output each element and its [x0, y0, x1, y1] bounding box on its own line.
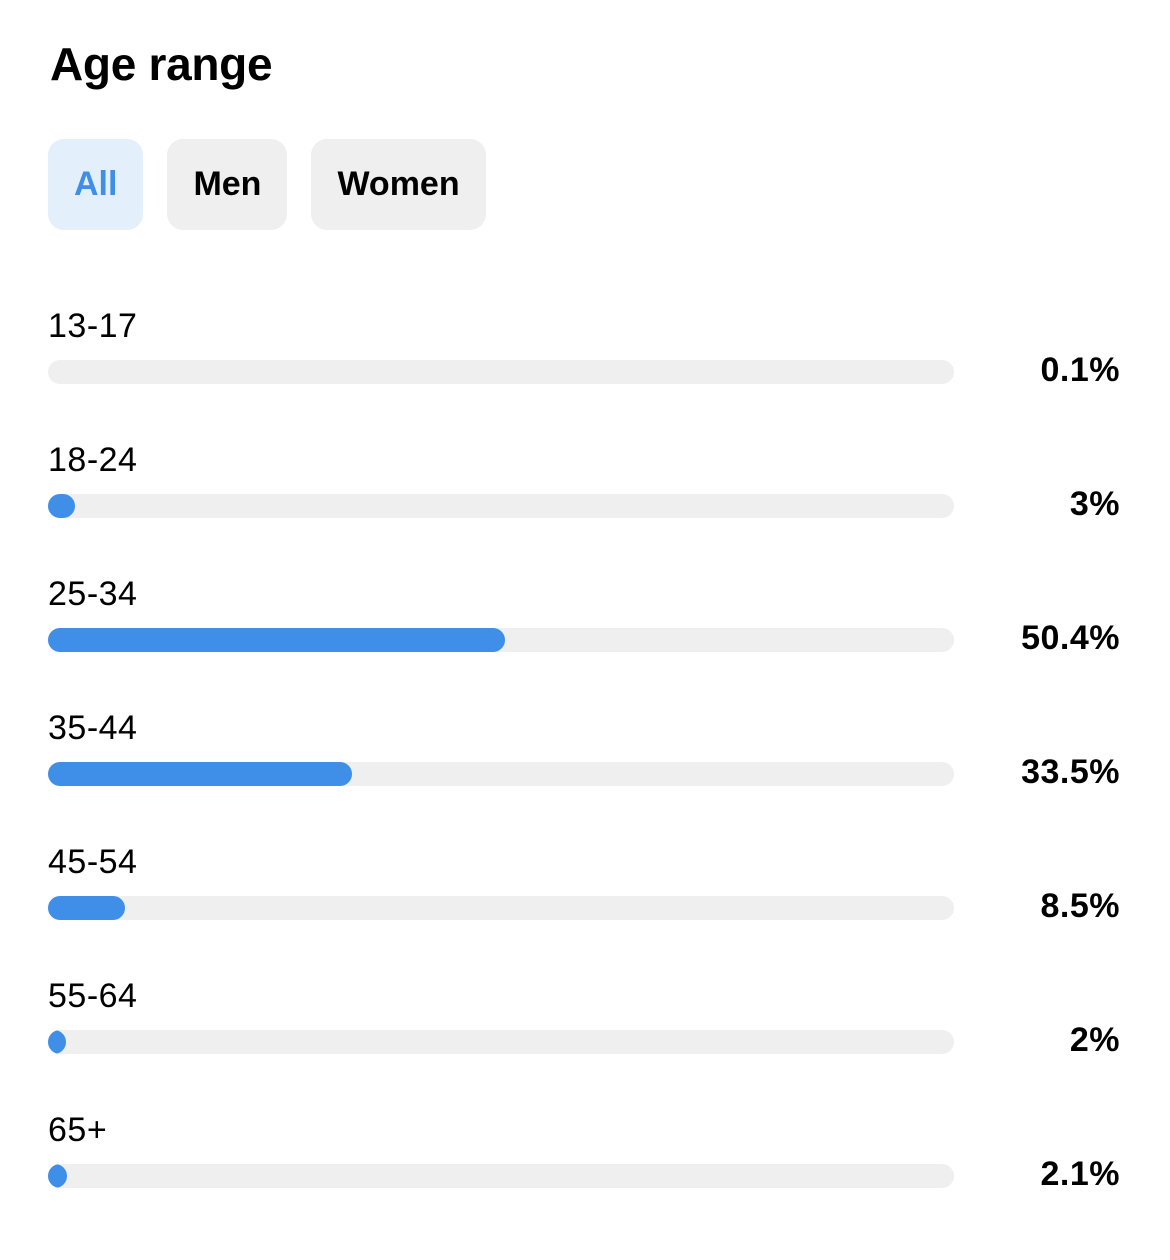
bar-fill	[48, 494, 76, 518]
age-range-label: 35-44	[48, 709, 138, 747]
age-row-13-17: 13-17 0.1%	[48, 300, 1120, 434]
tab-men[interactable]: Men	[167, 139, 288, 230]
percentage-value: 2.1%	[1040, 1155, 1120, 1193]
bar-fill	[48, 896, 125, 920]
percentage-value: 33.5%	[1021, 753, 1120, 791]
age-range-label: 45-54	[48, 843, 138, 881]
bar-track	[48, 628, 954, 652]
age-row-55-64: 55-64 2%	[48, 970, 1120, 1104]
bar-track	[48, 1030, 954, 1054]
age-row-65plus: 65+ 2.1%	[48, 1104, 1120, 1238]
page-title: Age range	[50, 38, 273, 90]
bar-track	[48, 360, 954, 384]
age-row-35-44: 35-44 33.5%	[48, 702, 1120, 836]
gender-filter-tabs: All Men Women	[48, 139, 486, 230]
bar-track	[48, 762, 954, 786]
age-row-25-34: 25-34 50.4%	[48, 568, 1120, 702]
age-range-label: 18-24	[48, 441, 138, 479]
percentage-value: 0.1%	[1040, 351, 1120, 389]
percentage-value: 8.5%	[1040, 887, 1120, 925]
bar-track	[48, 494, 954, 518]
tab-women[interactable]: Women	[311, 139, 486, 230]
bar-fill	[48, 1030, 67, 1054]
bar-track	[48, 1164, 954, 1188]
bar-fill	[48, 762, 352, 786]
age-row-45-54: 45-54 8.5%	[48, 836, 1120, 970]
age-range-label: 65+	[48, 1111, 108, 1149]
tab-all[interactable]: All	[48, 139, 144, 230]
age-range-label: 55-64	[48, 977, 138, 1015]
age-range-label: 25-34	[48, 575, 138, 613]
age-range-bar-chart: 13-17 0.1% 18-24 3% 25-34 50.4% 35-44 33.5% 45-5…	[48, 300, 1120, 1238]
percentage-value: 2%	[1069, 1021, 1120, 1059]
bar-track	[48, 896, 954, 920]
bar-fill	[48, 1164, 68, 1188]
age-row-18-24: 18-24 3%	[48, 434, 1120, 568]
bar-fill	[48, 628, 505, 652]
percentage-value: 50.4%	[1021, 619, 1120, 657]
percentage-value: 3%	[1069, 485, 1120, 523]
age-range-label: 13-17	[48, 307, 138, 345]
